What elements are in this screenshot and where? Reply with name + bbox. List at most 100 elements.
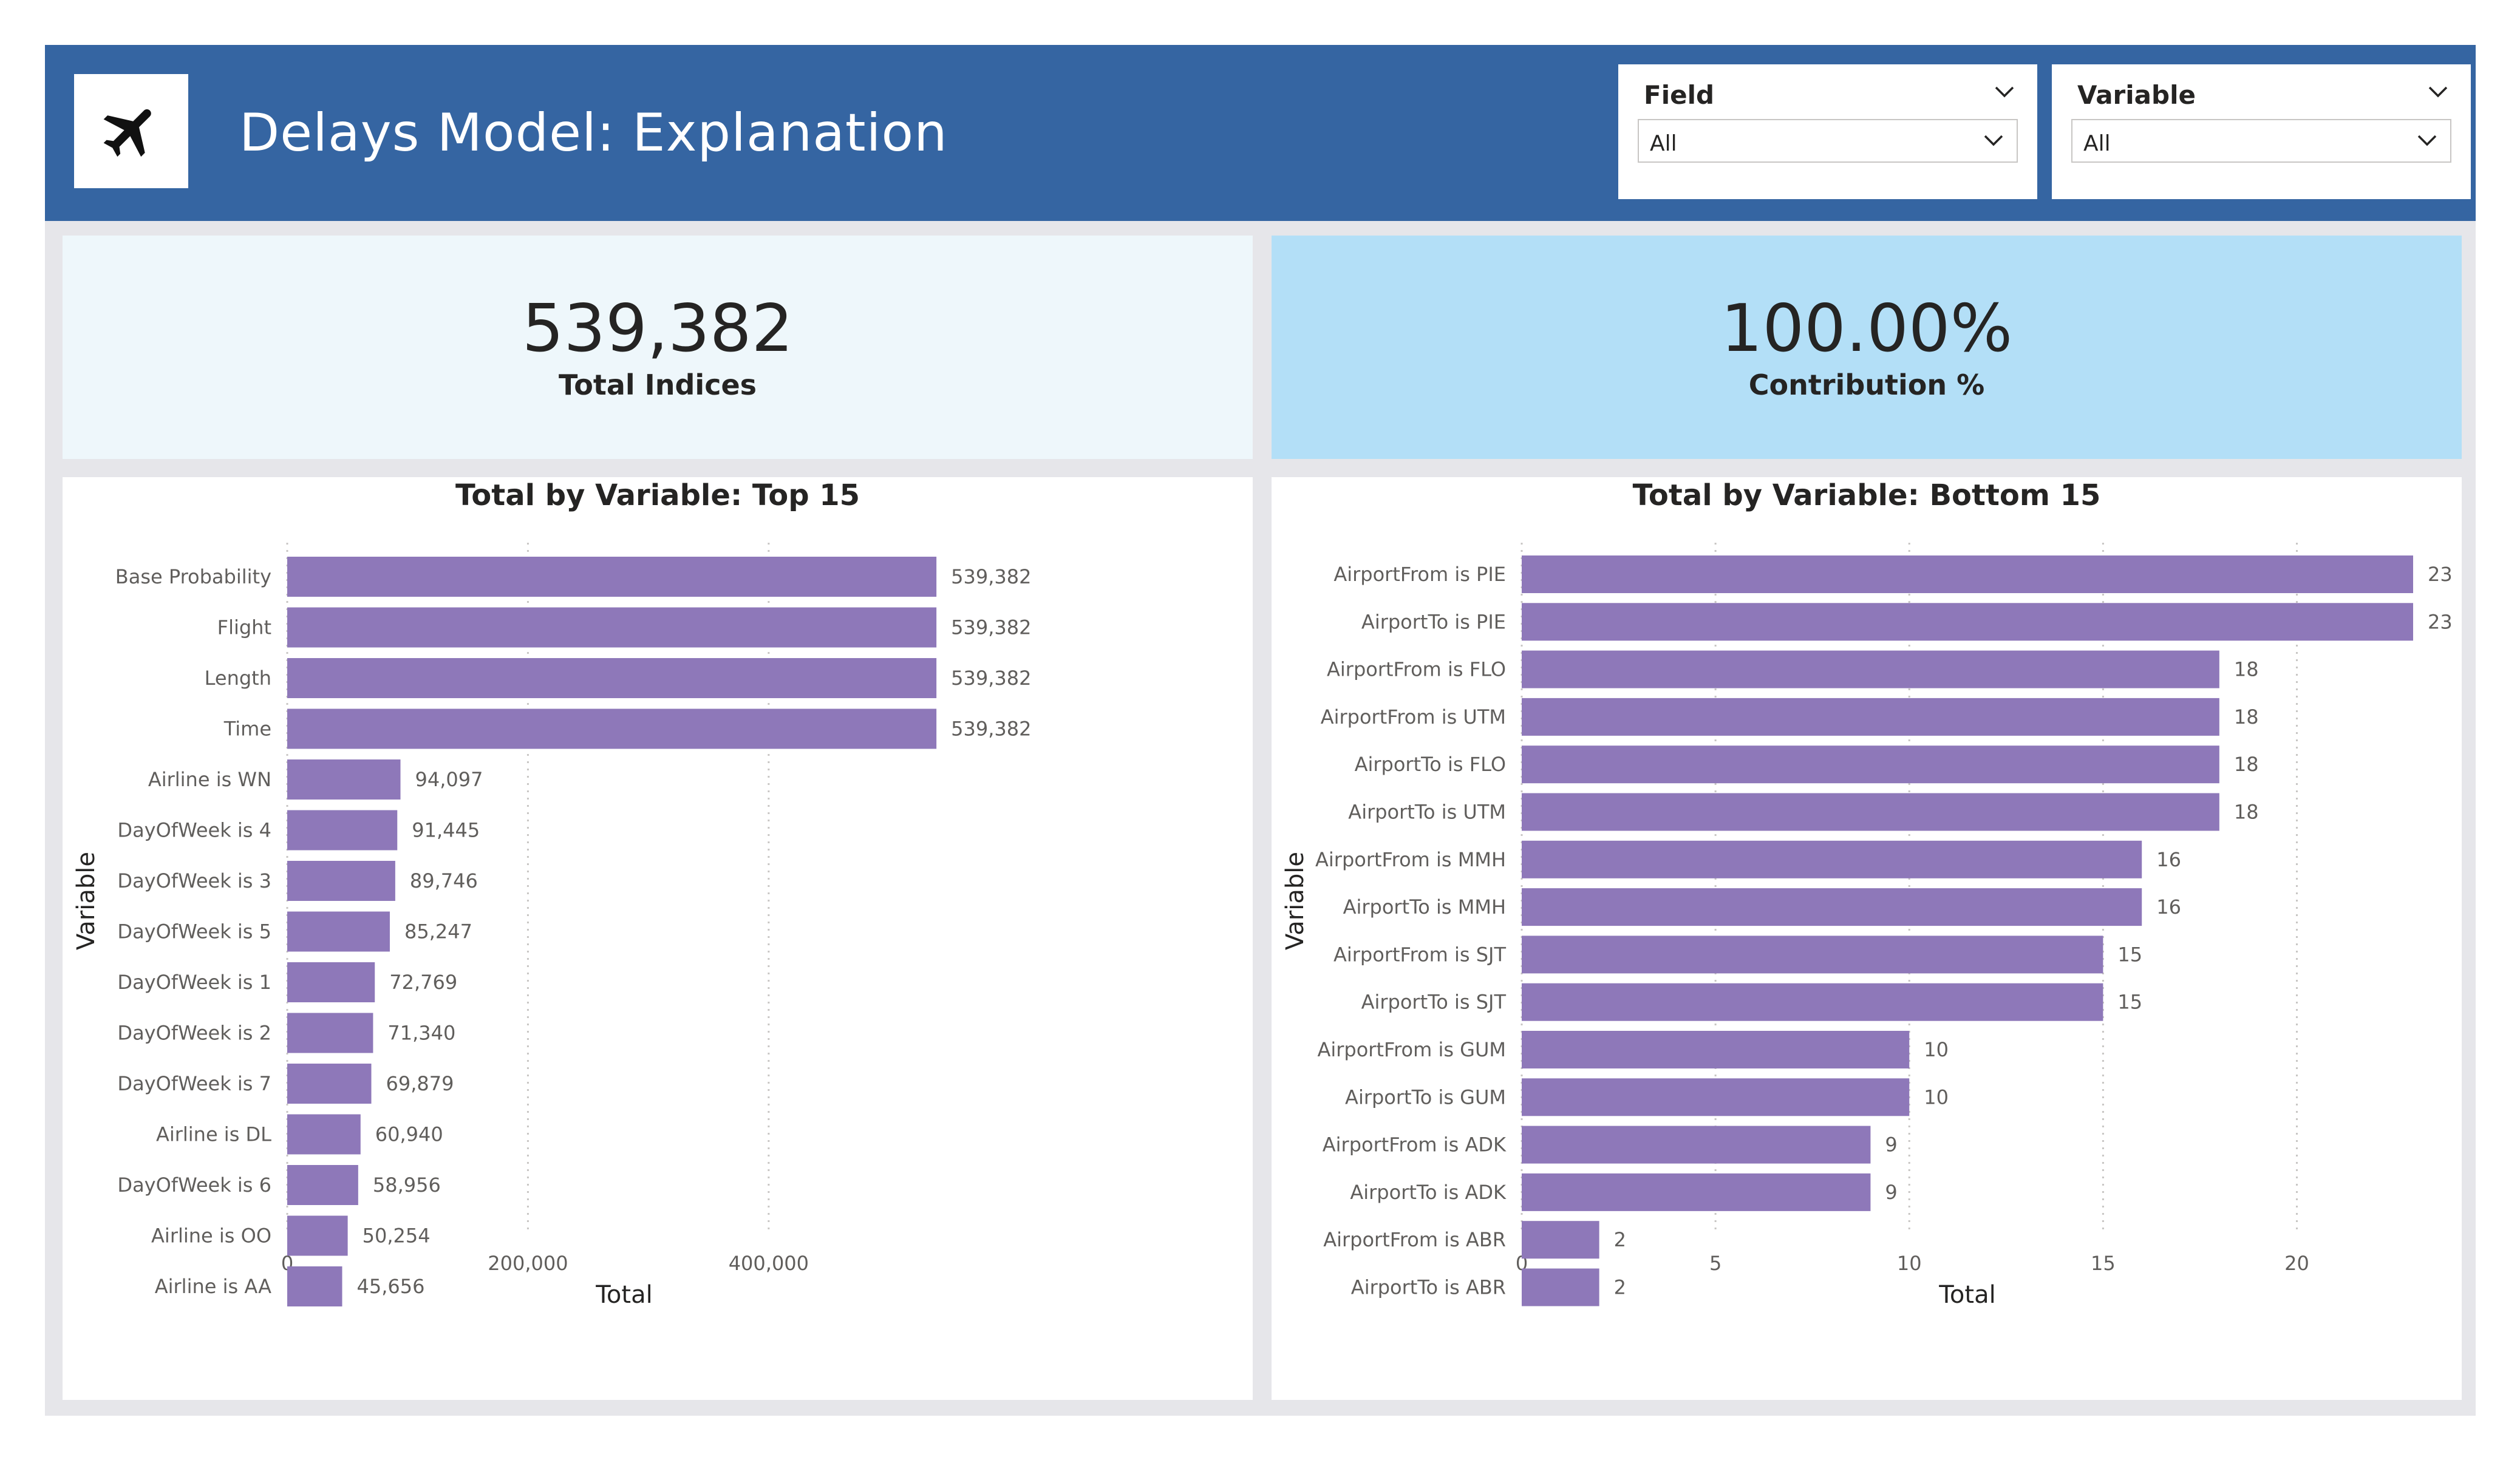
data-label: 72,769 xyxy=(389,971,457,994)
x-axis-title: Total xyxy=(595,1281,652,1309)
data-label: 85,247 xyxy=(404,920,472,943)
category-label: DayOfWeek is 6 xyxy=(117,1173,271,1197)
category-label: AirportFrom is GUM xyxy=(1317,1038,1506,1061)
x-tick-label: 10 xyxy=(1897,1252,1922,1275)
bar xyxy=(287,658,937,698)
page-title: Delays Model: Explanation xyxy=(239,103,948,163)
variable-slicer[interactable]: Variable All xyxy=(2052,64,2471,199)
data-label: 23 xyxy=(2428,610,2453,633)
chevron-down-icon[interactable] xyxy=(2426,84,2450,100)
bar xyxy=(1522,840,2142,878)
variable-dropdown[interactable]: All xyxy=(2071,119,2451,163)
category-label: AirportFrom is FLO xyxy=(1327,658,1506,681)
chevron-down-icon xyxy=(1984,135,2003,146)
category-label: AirportFrom is ABR xyxy=(1323,1228,1506,1251)
data-label: 16 xyxy=(2156,895,2181,919)
category-label: AirportTo is PIE xyxy=(1361,610,1506,633)
card-label: Total Indices xyxy=(558,368,757,402)
card-value: 539,382 xyxy=(522,290,794,367)
bar xyxy=(287,607,937,648)
bar xyxy=(1522,745,2219,784)
data-label: 539,382 xyxy=(951,667,1031,690)
category-label: Length xyxy=(205,667,271,690)
category-label: AirportFrom is SJT xyxy=(1333,943,1506,966)
bar xyxy=(287,1215,348,1256)
category-label: Airline is WN xyxy=(148,768,271,791)
category-label: DayOfWeek is 2 xyxy=(117,1022,271,1045)
category-label: AirportTo is ABR xyxy=(1351,1276,1506,1299)
bottom15-bar-chart: Total by Variable: Bottom 150 5 10 15 20Airp… xyxy=(1281,478,2453,1309)
data-label: 94,097 xyxy=(415,768,483,791)
chart-title: Total by Variable: Bottom 15 xyxy=(1633,478,2101,512)
bar xyxy=(1522,1031,1910,1068)
category-label: Base Probability xyxy=(115,565,271,588)
data-label: 539,382 xyxy=(951,565,1031,588)
data-label: 2 xyxy=(1614,1228,1626,1251)
bar xyxy=(287,1064,372,1104)
bar xyxy=(1522,1173,1871,1211)
category-label: AirportTo is SJT xyxy=(1361,991,1507,1014)
category-label: Flight xyxy=(217,616,271,639)
category-label: Airline is AA xyxy=(155,1275,271,1298)
data-label: 10 xyxy=(1924,1038,1949,1061)
category-label: AirportTo is GUM xyxy=(1345,1085,1506,1109)
data-label: 15 xyxy=(2117,943,2142,966)
card-value: 100.00% xyxy=(1720,290,2013,367)
category-label: DayOfWeek is 4 xyxy=(117,819,271,842)
x-tick-label: 200,000 xyxy=(488,1252,568,1275)
contribution-card: 100.00% Contribution % xyxy=(1272,236,2462,459)
logo-tile xyxy=(74,74,188,188)
category-label: DayOfWeek is 7 xyxy=(117,1072,271,1095)
report-header: Delays Model: Explanation Field All Vari… xyxy=(45,45,2476,221)
category-label: Time xyxy=(223,718,271,741)
bar xyxy=(1522,888,2142,926)
bar xyxy=(287,1013,373,1053)
data-label: 45,656 xyxy=(356,1275,424,1298)
data-label: 18 xyxy=(2234,753,2259,776)
total-indices-card: 539,382 Total Indices xyxy=(63,236,1253,459)
field-dropdown[interactable]: All xyxy=(1638,119,2018,163)
data-label: 18 xyxy=(2234,801,2259,824)
category-label: DayOfWeek is 5 xyxy=(117,920,271,943)
bar xyxy=(287,861,395,901)
x-tick-label: 20 xyxy=(2284,1252,2309,1275)
top15-chart-panel: Total by Variable: Top 15 0 200,000 400,000… xyxy=(63,477,1253,1400)
airplane-icon xyxy=(103,109,151,157)
category-label: Airline is OO xyxy=(151,1224,271,1248)
bar xyxy=(1522,1126,1871,1164)
category-label: DayOfWeek is 3 xyxy=(117,869,271,892)
category-label: AirportFrom is PIE xyxy=(1333,563,1506,586)
data-label: 9 xyxy=(1885,1133,1897,1156)
data-label: 9 xyxy=(1885,1181,1897,1204)
category-label: AirportFrom is UTM xyxy=(1321,705,1506,728)
chevron-down-icon[interactable] xyxy=(1992,84,2017,100)
bar xyxy=(1522,698,2219,736)
data-label: 91,445 xyxy=(412,819,480,842)
bar xyxy=(287,1114,361,1155)
data-label: 71,340 xyxy=(387,1022,455,1045)
category-label: AirportTo is UTM xyxy=(1348,801,1506,824)
bar xyxy=(287,1266,342,1306)
data-label: 58,956 xyxy=(373,1173,441,1197)
y-axis-title: Variable xyxy=(1281,852,1309,950)
bar xyxy=(287,759,401,800)
bar xyxy=(1522,603,2413,641)
category-label: Airline is DL xyxy=(156,1123,271,1146)
data-label: 18 xyxy=(2234,705,2259,728)
y-axis-title: Variable xyxy=(72,852,100,950)
data-label: 16 xyxy=(2156,848,2181,871)
data-label: 10 xyxy=(1924,1085,1949,1109)
data-label: 15 xyxy=(2117,991,2142,1014)
variable-slicer-title: Variable xyxy=(2077,80,2196,110)
x-axis-title: Total xyxy=(1938,1281,1995,1309)
chevron-down-icon xyxy=(2417,135,2437,146)
bar xyxy=(287,557,937,597)
card-label: Contribution % xyxy=(1748,368,1985,402)
category-label: AirportTo is ADK xyxy=(1350,1181,1507,1204)
data-label: 60,940 xyxy=(375,1123,443,1146)
field-slicer[interactable]: Field All xyxy=(1618,64,2037,199)
top15-bar-chart: Total by Variable: Top 150 200,000 400,000… xyxy=(72,478,1031,1309)
bar xyxy=(1522,936,2103,974)
chart-title: Total by Variable: Top 15 xyxy=(455,478,860,512)
bar xyxy=(287,810,398,851)
